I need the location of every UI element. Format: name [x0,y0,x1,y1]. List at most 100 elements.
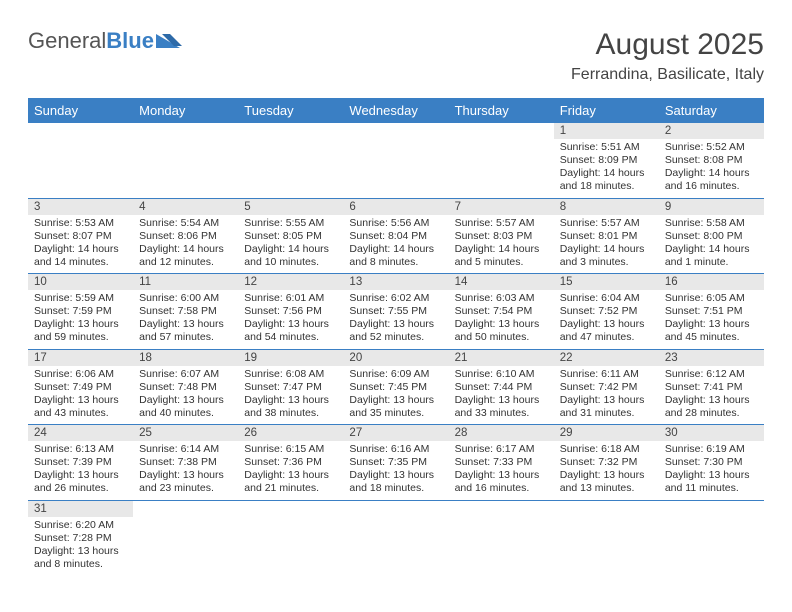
logo-part2: Blue [106,28,154,53]
day-header-row: SundayMondayTuesdayWednesdayThursdayFrid… [28,98,764,123]
day-info: Sunrise: 5:57 AMSunset: 8:03 PMDaylight:… [449,215,554,274]
logo: GeneralBlue [28,28,184,54]
day-number: 24 [28,425,133,441]
day-info: Sunrise: 5:52 AMSunset: 8:08 PMDaylight:… [659,139,764,198]
day-header: Tuesday [238,98,343,123]
calendar-empty [133,123,238,198]
calendar-day: 16Sunrise: 6:05 AMSunset: 7:51 PMDayligh… [659,274,764,350]
day-info: Sunrise: 6:12 AMSunset: 7:41 PMDaylight:… [659,366,764,425]
day-number: 30 [659,425,764,441]
day-number: 22 [554,350,659,366]
day-info: Sunrise: 6:19 AMSunset: 7:30 PMDaylight:… [659,441,764,500]
day-number: 9 [659,199,764,215]
title-block: August 2025 Ferrandina, Basilicate, Ital… [571,28,764,84]
calendar-empty [449,123,554,198]
calendar-thead: SundayMondayTuesdayWednesdayThursdayFrid… [28,98,764,123]
day-info: Sunrise: 6:06 AMSunset: 7:49 PMDaylight:… [28,366,133,425]
calendar-empty [238,123,343,198]
calendar-day: 6Sunrise: 5:56 AMSunset: 8:04 PMDaylight… [343,198,448,274]
day-info: Sunrise: 5:57 AMSunset: 8:01 PMDaylight:… [554,215,659,274]
calendar-week: 3Sunrise: 5:53 AMSunset: 8:07 PMDaylight… [28,198,764,274]
calendar-day: 19Sunrise: 6:08 AMSunset: 7:47 PMDayligh… [238,349,343,425]
day-number: 18 [133,350,238,366]
calendar-day: 25Sunrise: 6:14 AMSunset: 7:38 PMDayligh… [133,425,238,501]
day-info: Sunrise: 6:11 AMSunset: 7:42 PMDaylight:… [554,366,659,425]
day-number: 31 [28,501,133,517]
day-number: 17 [28,350,133,366]
logo-part1: General [28,28,106,53]
calendar-day: 18Sunrise: 6:07 AMSunset: 7:48 PMDayligh… [133,349,238,425]
page-header: GeneralBlue August 2025 Ferrandina, Basi… [28,28,764,84]
calendar-day: 7Sunrise: 5:57 AMSunset: 8:03 PMDaylight… [449,198,554,274]
calendar-day: 10Sunrise: 5:59 AMSunset: 7:59 PMDayligh… [28,274,133,350]
day-info: Sunrise: 6:02 AMSunset: 7:55 PMDaylight:… [343,290,448,349]
calendar-day: 29Sunrise: 6:18 AMSunset: 7:32 PMDayligh… [554,425,659,501]
day-header: Thursday [449,98,554,123]
day-info: Sunrise: 6:18 AMSunset: 7:32 PMDaylight:… [554,441,659,500]
day-number: 4 [133,199,238,215]
day-info: Sunrise: 6:14 AMSunset: 7:38 PMDaylight:… [133,441,238,500]
day-number: 6 [343,199,448,215]
calendar-empty [554,500,659,575]
calendar-week: 31Sunrise: 6:20 AMSunset: 7:28 PMDayligh… [28,500,764,575]
day-number: 12 [238,274,343,290]
calendar-day: 1Sunrise: 5:51 AMSunset: 8:09 PMDaylight… [554,123,659,198]
day-number: 5 [238,199,343,215]
day-number: 28 [449,425,554,441]
day-number: 27 [343,425,448,441]
day-info: Sunrise: 5:59 AMSunset: 7:59 PMDaylight:… [28,290,133,349]
day-info: Sunrise: 6:10 AMSunset: 7:44 PMDaylight:… [449,366,554,425]
day-header: Friday [554,98,659,123]
calendar-day: 27Sunrise: 6:16 AMSunset: 7:35 PMDayligh… [343,425,448,501]
calendar-day: 12Sunrise: 6:01 AMSunset: 7:56 PMDayligh… [238,274,343,350]
day-header: Sunday [28,98,133,123]
calendar-page: GeneralBlue August 2025 Ferrandina, Basi… [0,0,792,575]
day-info: Sunrise: 5:58 AMSunset: 8:00 PMDaylight:… [659,215,764,274]
calendar-day: 2Sunrise: 5:52 AMSunset: 8:08 PMDaylight… [659,123,764,198]
day-info: Sunrise: 6:01 AMSunset: 7:56 PMDaylight:… [238,290,343,349]
day-number: 2 [659,123,764,139]
flag-icon [156,32,184,50]
calendar-day: 4Sunrise: 5:54 AMSunset: 8:06 PMDaylight… [133,198,238,274]
day-number: 10 [28,274,133,290]
day-info: Sunrise: 5:51 AMSunset: 8:09 PMDaylight:… [554,139,659,198]
day-number: 16 [659,274,764,290]
calendar-day: 28Sunrise: 6:17 AMSunset: 7:33 PMDayligh… [449,425,554,501]
day-number: 21 [449,350,554,366]
day-number: 11 [133,274,238,290]
calendar-day: 26Sunrise: 6:15 AMSunset: 7:36 PMDayligh… [238,425,343,501]
day-info: Sunrise: 6:05 AMSunset: 7:51 PMDaylight:… [659,290,764,349]
calendar-day: 24Sunrise: 6:13 AMSunset: 7:39 PMDayligh… [28,425,133,501]
calendar-day: 23Sunrise: 6:12 AMSunset: 7:41 PMDayligh… [659,349,764,425]
day-number: 8 [554,199,659,215]
day-info: Sunrise: 6:00 AMSunset: 7:58 PMDaylight:… [133,290,238,349]
calendar-day: 8Sunrise: 5:57 AMSunset: 8:01 PMDaylight… [554,198,659,274]
day-header: Wednesday [343,98,448,123]
day-number: 3 [28,199,133,215]
calendar-day: 21Sunrise: 6:10 AMSunset: 7:44 PMDayligh… [449,349,554,425]
day-number: 23 [659,350,764,366]
calendar-day: 17Sunrise: 6:06 AMSunset: 7:49 PMDayligh… [28,349,133,425]
calendar-day: 9Sunrise: 5:58 AMSunset: 8:00 PMDaylight… [659,198,764,274]
calendar-empty [238,500,343,575]
calendar-day: 14Sunrise: 6:03 AMSunset: 7:54 PMDayligh… [449,274,554,350]
day-number: 26 [238,425,343,441]
day-info: Sunrise: 6:20 AMSunset: 7:28 PMDaylight:… [28,517,133,576]
calendar-day: 13Sunrise: 6:02 AMSunset: 7:55 PMDayligh… [343,274,448,350]
calendar-day: 20Sunrise: 6:09 AMSunset: 7:45 PMDayligh… [343,349,448,425]
calendar-day: 3Sunrise: 5:53 AMSunset: 8:07 PMDaylight… [28,198,133,274]
calendar-empty [449,500,554,575]
logo-text: GeneralBlue [28,28,154,54]
calendar-day: 31Sunrise: 6:20 AMSunset: 7:28 PMDayligh… [28,500,133,575]
day-info: Sunrise: 6:16 AMSunset: 7:35 PMDaylight:… [343,441,448,500]
day-number: 20 [343,350,448,366]
day-number: 14 [449,274,554,290]
day-number: 29 [554,425,659,441]
calendar-table: SundayMondayTuesdayWednesdayThursdayFrid… [28,98,764,575]
day-info: Sunrise: 6:07 AMSunset: 7:48 PMDaylight:… [133,366,238,425]
calendar-week: 1Sunrise: 5:51 AMSunset: 8:09 PMDaylight… [28,123,764,198]
calendar-empty [343,500,448,575]
calendar-empty [659,500,764,575]
day-number: 25 [133,425,238,441]
day-info: Sunrise: 6:15 AMSunset: 7:36 PMDaylight:… [238,441,343,500]
